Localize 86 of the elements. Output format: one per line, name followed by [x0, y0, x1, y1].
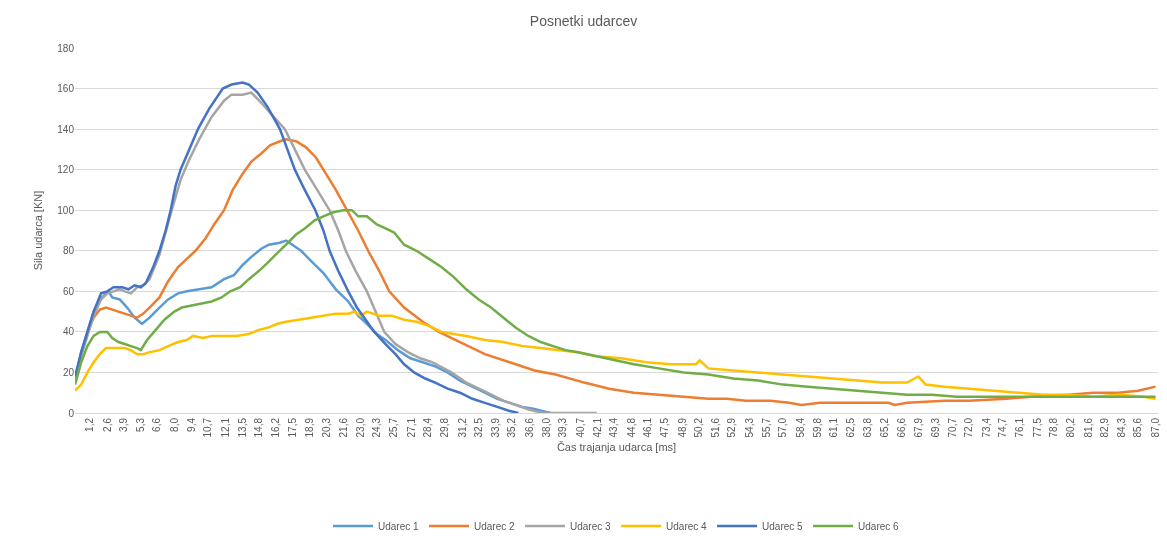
x-tick-label: 21,6	[337, 417, 349, 438]
y-tick-label: 40	[62, 326, 75, 338]
line-series	[75, 310, 1157, 401]
y-tick-label: 140	[57, 123, 75, 135]
x-tick-label: 17,5	[286, 417, 298, 438]
x-tick-label: 59,8	[811, 417, 823, 438]
x-tick-label: 3,9	[117, 417, 129, 432]
x-tick-label: 74,7	[997, 417, 1008, 438]
x-tick-label: 48,9	[676, 417, 688, 438]
y-tick-label: 60	[62, 285, 75, 297]
x-tick-label: 18,9	[303, 417, 315, 438]
x-tick-label: 44,8	[625, 417, 637, 438]
x-tick-label: 1,2	[84, 417, 96, 432]
x-tick-label: 12,1	[219, 417, 231, 438]
x-tick-label: 61,1	[828, 417, 840, 438]
x-tick-label: 73,4	[980, 417, 992, 438]
line-series	[75, 81, 520, 413]
x-tick-label: 25,7	[388, 417, 400, 438]
x-tick-label: 14,8	[253, 417, 265, 438]
legend-label: Udarec 1	[378, 520, 420, 532]
x-tick-label: 80,2	[1065, 417, 1077, 438]
x-tick-label: 87,0	[1149, 417, 1161, 438]
x-tick-label: 78,8	[1047, 417, 1059, 438]
x-tick-label: 10,7	[202, 417, 214, 438]
y-tick-label: 180	[57, 42, 75, 54]
x-tick-label: 85,6	[1132, 417, 1144, 438]
x-tick-label: 2,6	[101, 417, 113, 432]
y-tick-label: 160	[57, 83, 75, 95]
legend-label: Udarec 4	[666, 520, 708, 532]
x-tick-label: 62,5	[845, 417, 857, 438]
x-tick-label: 66,6	[896, 417, 908, 438]
x-tick-label: 38,0	[541, 417, 553, 438]
line-series	[75, 208, 1157, 399]
x-tick-label: 40,7	[574, 417, 586, 438]
y-tick-label: 120	[57, 164, 75, 176]
x-tick-label: 16,2	[270, 417, 282, 438]
x-tick-label: 50,2	[692, 417, 704, 438]
x-tick-label: 32,5	[472, 417, 484, 438]
legend-label: Udarec 3	[570, 520, 612, 532]
y-axis-title: Sila udarca [KN]	[31, 190, 44, 271]
x-tick-label: 55,7	[761, 417, 773, 438]
x-tick-label: 77,5	[1031, 417, 1043, 438]
y-tick-label: 100	[57, 204, 75, 216]
x-tick-label: 33,9	[490, 417, 502, 438]
x-tick-label: 9,4	[186, 417, 197, 432]
x-tick-label: 70,7	[947, 417, 959, 438]
x-tick-label: 5,3	[135, 417, 147, 432]
x-tick-label: 27,1	[405, 417, 417, 438]
x-tick-label: 54,3	[743, 417, 755, 438]
legend-label: Udarec 5	[762, 520, 804, 532]
x-tick-label: 65,2	[879, 417, 891, 438]
x-tick-label: 69,3	[929, 417, 941, 438]
x-tick-label: 57,0	[777, 417, 789, 438]
x-tick-label: 46,1	[641, 417, 653, 438]
x-tick-label: 31,2	[456, 417, 468, 438]
x-tick-label: 76,1	[1014, 417, 1026, 438]
x-tick-label: 20,3	[321, 417, 333, 438]
x-tick-label: 13,5	[236, 417, 248, 438]
y-tick-label: 20	[62, 366, 75, 378]
x-tick-label: 29,8	[439, 417, 451, 438]
x-tick-label: 43,4	[608, 417, 620, 438]
x-tick-label: 47,5	[659, 417, 671, 438]
x-tick-label: 36,6	[523, 417, 535, 438]
x-tick-label: 51,6	[710, 417, 722, 438]
x-tick-label: 42,1	[592, 417, 604, 438]
x-axis-title: Čas trajanja udarca [ms]	[556, 440, 677, 453]
x-tick-label: 6,6	[151, 417, 163, 432]
y-tick-label: 80	[62, 245, 75, 257]
x-tick-label: 52,9	[726, 417, 738, 438]
x-tick-label: 63,8	[861, 417, 873, 438]
legend-label: Udarec 6	[858, 520, 900, 532]
x-tick-label: 82,9	[1098, 417, 1110, 438]
x-tick-label: 28,4	[421, 417, 433, 438]
x-tick-label: 35,2	[506, 417, 518, 438]
x-tick-label: 24,3	[371, 417, 383, 438]
y-tick-label: 0	[68, 407, 75, 419]
legend-label: Udarec 2	[474, 520, 516, 532]
x-tick-label: 8,0	[168, 417, 180, 432]
x-tick-label: 72,0	[963, 417, 975, 438]
x-tick-label: 67,9	[912, 417, 924, 438]
x-tick-label: 58,4	[794, 417, 806, 438]
x-tick-label: 23,0	[354, 417, 366, 438]
chart-title: Posnetki udarcev	[529, 13, 638, 30]
x-tick-label: 84,3	[1116, 417, 1128, 438]
x-tick-label: 81,6	[1082, 417, 1094, 438]
x-tick-label: 39,3	[557, 417, 569, 438]
